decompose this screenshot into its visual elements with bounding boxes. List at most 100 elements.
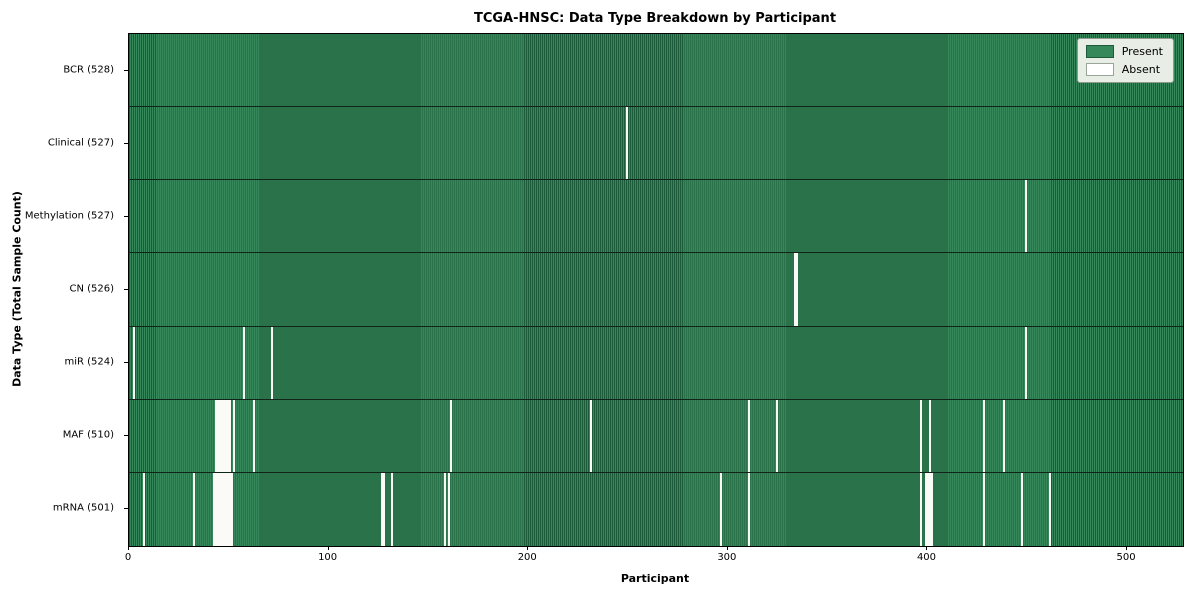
- absent-stripe: [747, 472, 750, 546]
- heatmap-row-Methylation: [129, 180, 1183, 254]
- x-axis-title: Participant: [620, 572, 690, 585]
- absent-stripe: [216, 472, 219, 546]
- heatmap-row-miR: [129, 326, 1183, 400]
- absent-stripe: [214, 472, 217, 546]
- absent-stripe: [390, 472, 393, 546]
- absent-stripe: [929, 399, 932, 472]
- absent-stripe: [1021, 472, 1024, 546]
- absent-stripe: [450, 399, 453, 472]
- absent-stripe: [232, 399, 235, 472]
- heatmap-rows: [129, 34, 1183, 546]
- y-tick-mark: [124, 362, 128, 364]
- heatmap-row-Clinical: [129, 107, 1183, 181]
- absent-stripe: [626, 107, 629, 180]
- absent-stripe: [931, 472, 934, 546]
- absent-stripe: [929, 472, 932, 546]
- y-axis-label-Methylation: Methylation (527): [24, 210, 114, 222]
- x-tick-mark: [726, 546, 728, 550]
- x-tick-label: 0: [124, 552, 132, 563]
- heatmap-row-MAF: [129, 399, 1183, 473]
- absent-stripe: [444, 472, 447, 546]
- x-tick-mark: [926, 546, 928, 550]
- heatmap-row-mRNA: [129, 472, 1183, 546]
- y-tick-mark: [124, 69, 128, 71]
- absent-stripe: [919, 472, 922, 546]
- legend-label-absent: Absent: [1121, 63, 1161, 76]
- absent-stripe: [925, 472, 928, 546]
- heatmap-row-CN: [129, 253, 1183, 327]
- absent-stripe: [242, 326, 245, 399]
- x-tick-label: 400: [916, 552, 937, 563]
- absent-stripe: [218, 472, 221, 546]
- legend: Present Absent: [1076, 38, 1174, 83]
- x-tick-mark: [527, 546, 529, 550]
- absent-stripe: [1025, 180, 1028, 253]
- absent-stripe: [226, 399, 229, 472]
- absent-stripe: [222, 472, 225, 546]
- absent-stripe: [983, 472, 986, 546]
- x-tick-mark: [1126, 546, 1128, 550]
- absent-stripe: [218, 399, 221, 472]
- absent-stripe: [220, 472, 223, 546]
- absent-stripe: [226, 472, 229, 546]
- heatmap-row-BCR: [129, 34, 1183, 108]
- y-axis-label-mRNA: mRNA (501): [52, 502, 114, 514]
- y-axis-labels: BCR (528) Clinical (527) Methylation (527)…: [0, 33, 122, 545]
- absent-stripe: [719, 472, 722, 546]
- plot-area: Present Absent: [128, 33, 1184, 547]
- absent-stripe: [224, 399, 227, 472]
- absent-stripe: [230, 472, 233, 546]
- absent-stripe: [142, 472, 145, 546]
- absent-stripe: [222, 399, 225, 472]
- legend-item-present: Present: [1085, 45, 1163, 58]
- absent-stripe: [1025, 326, 1028, 399]
- y-axis-label-CN: CN (526): [69, 283, 114, 295]
- x-tick-label: 100: [318, 552, 338, 563]
- absent-stripe: [775, 399, 778, 472]
- absent-stripe: [382, 472, 385, 546]
- absent-stripe: [1049, 472, 1052, 546]
- absent-stripe: [1003, 399, 1006, 472]
- y-tick-mark: [124, 142, 128, 144]
- absent-stripe: [228, 472, 231, 546]
- absent-stripe: [132, 326, 135, 399]
- x-tick-mark: [128, 546, 129, 550]
- y-axis-label-MAF: MAF (510): [62, 429, 114, 441]
- absent-stripe: [919, 399, 922, 472]
- absent-stripe: [214, 399, 217, 472]
- absent-stripe: [795, 253, 798, 326]
- absent-stripe: [380, 472, 383, 546]
- y-axis-tick-marks: [124, 33, 128, 545]
- absent-stripe: [224, 472, 227, 546]
- absent-stripe: [216, 399, 219, 472]
- y-tick-mark: [124, 508, 128, 510]
- x-tick-label: 300: [717, 552, 737, 563]
- legend-label-present: Present: [1121, 45, 1163, 58]
- absent-stripe: [747, 399, 750, 472]
- x-tick-label: 200: [517, 552, 537, 563]
- absent-stripe: [983, 399, 986, 472]
- legend-swatch-present-icon: [1085, 45, 1114, 58]
- absent-stripe: [927, 472, 930, 546]
- x-tick-mark: [327, 546, 329, 550]
- absent-stripe: [793, 253, 796, 326]
- absent-stripe: [192, 472, 195, 546]
- absent-stripe: [212, 472, 215, 546]
- absent-stripe: [228, 399, 231, 472]
- y-tick-mark: [124, 215, 128, 217]
- legend-item-absent: Absent: [1085, 63, 1163, 76]
- chart-title: TCGA-HNSC: Data Type Breakdown by Partic…: [473, 11, 837, 26]
- absent-stripe: [220, 399, 223, 472]
- absent-stripe: [270, 326, 273, 399]
- y-tick-mark: [124, 435, 128, 437]
- absent-stripe: [448, 472, 451, 546]
- y-tick-mark: [124, 289, 128, 290]
- y-axis-label-Clinical: Clinical (527): [47, 137, 114, 149]
- x-axis-ticks: 0 100 200 300 400 500: [124, 546, 1182, 576]
- y-axis-label-miR: miR (524): [64, 356, 114, 368]
- y-axis-label-BCR: BCR (528): [63, 64, 114, 76]
- x-tick-label: 500: [1116, 552, 1136, 563]
- absent-stripe: [252, 399, 255, 472]
- absent-stripe: [590, 399, 593, 472]
